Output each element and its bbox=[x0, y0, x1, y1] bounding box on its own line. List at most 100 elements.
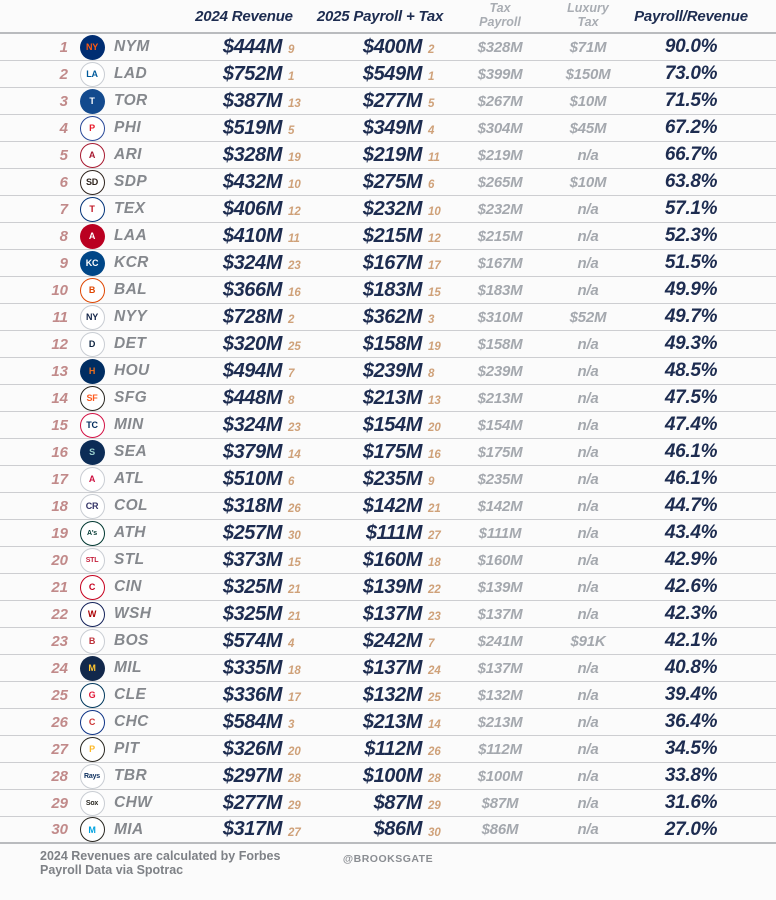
team-abbr: CLE bbox=[114, 686, 147, 703]
luxury-tax-value: n/a bbox=[577, 713, 599, 731]
tax-payroll-value: $175M bbox=[477, 443, 523, 461]
team-logo-icon: A's bbox=[79, 520, 105, 546]
table-row: 25 G CLE $336M 17 $132M 25 $132M n/a 39.… bbox=[0, 682, 776, 709]
payroll-rank-badge: 20 bbox=[428, 422, 441, 434]
luxury-tax-value: n/a bbox=[577, 146, 599, 164]
payroll-value: $213M bbox=[362, 386, 423, 409]
column-header-revenue: 2024 Revenue bbox=[195, 7, 293, 25]
tax-payroll-value: $215M bbox=[477, 227, 523, 245]
rank-cell: 25 bbox=[51, 686, 68, 704]
team-logo-cell: A's bbox=[70, 520, 114, 546]
revenue-value: $336M bbox=[222, 683, 283, 706]
team-logo-icon: C bbox=[79, 709, 105, 735]
team-abbr: MIA bbox=[114, 820, 144, 838]
luxury-tax-value: $71M bbox=[569, 38, 607, 56]
table-row: 10 B BAL $366M 16 $183M 15 $183M n/a 49.… bbox=[0, 277, 776, 304]
payroll-revenue-pct: 33.8% bbox=[664, 765, 718, 786]
table-row: 4 P PHI $519M 5 $349M 4 $304M $45M 67.2% bbox=[0, 115, 776, 142]
team-abbr: PIT bbox=[114, 740, 140, 757]
payroll-rank-badge: 28 bbox=[428, 773, 441, 785]
payroll-value: $137M bbox=[362, 656, 423, 679]
payroll-revenue-pct: 34.5% bbox=[664, 738, 718, 759]
payroll-value: $232M bbox=[362, 197, 423, 220]
revenue-value: $325M bbox=[222, 602, 283, 625]
tax-payroll-value: $213M bbox=[477, 389, 523, 407]
payroll-revenue-pct: 36.4% bbox=[664, 711, 718, 732]
rank-cell: 10 bbox=[51, 281, 68, 299]
team-abbr: MIL bbox=[114, 659, 142, 676]
rank-cell: 12 bbox=[51, 335, 68, 353]
payroll-value: $277M bbox=[362, 89, 423, 112]
team-abbr: CHC bbox=[114, 713, 149, 730]
team-logo-cell: D bbox=[70, 331, 114, 357]
team-logo-cell: W bbox=[70, 601, 114, 627]
payroll-rank-badge: 3 bbox=[428, 314, 435, 326]
payroll-revenue-pct: 63.8% bbox=[664, 171, 718, 192]
rank-cell: 29 bbox=[51, 794, 68, 812]
table-row: 28 Rays TBR $297M 28 $100M 28 $100M n/a … bbox=[0, 763, 776, 790]
revenue-value: $328M bbox=[222, 143, 283, 166]
revenue-rank-badge: 14 bbox=[288, 449, 301, 461]
payroll-revenue-pct: 39.4% bbox=[664, 684, 718, 705]
payroll-revenue-pct: 40.8% bbox=[664, 657, 718, 678]
table-header: 2024 Revenue 2025 Payroll + Tax Tax Payr… bbox=[0, 0, 776, 34]
footer: 2024 Revenues are calculated by Forbes P… bbox=[0, 844, 776, 877]
revenue-rank-badge: 19 bbox=[288, 152, 301, 164]
revenue-value: $257M bbox=[222, 521, 283, 544]
team-logo-cell: KC bbox=[70, 250, 114, 276]
team-logo-icon: A bbox=[79, 466, 105, 492]
tax-payroll-value: $160M bbox=[477, 551, 523, 569]
payroll-revenue-pct: 27.0% bbox=[664, 818, 718, 840]
revenue-rank-badge: 21 bbox=[288, 611, 301, 623]
luxury-tax-value: $150M bbox=[565, 65, 611, 83]
payroll-value: $158M bbox=[362, 332, 423, 355]
rank-cell: 27 bbox=[51, 740, 68, 758]
payroll-revenue-pct: 44.7% bbox=[664, 495, 718, 516]
rank-cell: 24 bbox=[51, 659, 68, 677]
payroll-rank-badge: 11 bbox=[428, 152, 440, 164]
payroll-revenue-pct: 49.9% bbox=[664, 279, 718, 300]
revenue-rank-badge: 26 bbox=[288, 503, 301, 515]
team-abbr: KCR bbox=[114, 254, 149, 271]
revenue-value: $728M bbox=[222, 305, 283, 328]
table-row: 23 B BOS $574M 4 $242M 7 $241M $91K 42.1… bbox=[0, 628, 776, 655]
table-row: 19 A's ATH $257M 30 $111M 27 $111M n/a 4… bbox=[0, 520, 776, 547]
table-body: 1 NY NYM $444M 9 $400M 2 $328M $71M 90.0… bbox=[0, 34, 776, 844]
table-row: 6 SD SDP $432M 10 $275M 6 $265M $10M 63.… bbox=[0, 169, 776, 196]
payroll-value: $112M bbox=[364, 737, 422, 760]
team-logo-icon: TC bbox=[79, 412, 105, 438]
table-row: 20 STL STL $373M 15 $160M 18 $160M n/a 4… bbox=[0, 547, 776, 574]
revenue-value: $410M bbox=[222, 224, 283, 247]
luxury-tax-value: n/a bbox=[577, 335, 599, 353]
luxury-tax-value: n/a bbox=[577, 524, 599, 542]
rank-cell: 30 bbox=[51, 821, 68, 838]
payroll-value: $400M bbox=[362, 35, 423, 58]
payroll-value: $167M bbox=[362, 251, 423, 274]
rank-cell: 21 bbox=[51, 578, 68, 596]
payroll-rank-badge: 17 bbox=[428, 260, 441, 272]
revenue-rank-badge: 23 bbox=[288, 422, 301, 434]
rank-cell: 18 bbox=[51, 497, 68, 515]
tax-payroll-value: $167M bbox=[477, 254, 523, 272]
payroll-rank-badge: 26 bbox=[428, 746, 441, 758]
payroll-revenue-pct: 31.6% bbox=[664, 792, 718, 813]
team-abbr: ARI bbox=[114, 146, 142, 163]
payroll-revenue-pct: 52.3% bbox=[664, 225, 718, 246]
table-row: 30 M MIA $317M 27 $86M 30 $86M n/a 27.0% bbox=[0, 817, 776, 844]
table-row: 1 NY NYM $444M 9 $400M 2 $328M $71M 90.0… bbox=[0, 34, 776, 61]
payroll-value: $154M bbox=[362, 413, 423, 436]
revenue-rank-badge: 2 bbox=[288, 314, 295, 326]
team-abbr: PHI bbox=[114, 119, 142, 136]
team-abbr: TEX bbox=[114, 200, 146, 217]
team-abbr: LAD bbox=[114, 65, 148, 82]
payroll-revenue-pct: 47.4% bbox=[664, 414, 718, 435]
rank-cell: 26 bbox=[51, 713, 68, 731]
team-abbr: HOU bbox=[114, 362, 150, 379]
column-header-tax-payroll: Tax Payroll bbox=[450, 1, 550, 30]
team-logo-icon: KC bbox=[79, 250, 105, 276]
tax-payroll-value: $154M bbox=[477, 416, 523, 434]
payroll-revenue-pct: 71.5% bbox=[664, 90, 718, 111]
team-logo-icon: SF bbox=[79, 385, 105, 411]
payroll-rank-badge: 2 bbox=[428, 44, 435, 56]
team-abbr: COL bbox=[114, 497, 148, 514]
